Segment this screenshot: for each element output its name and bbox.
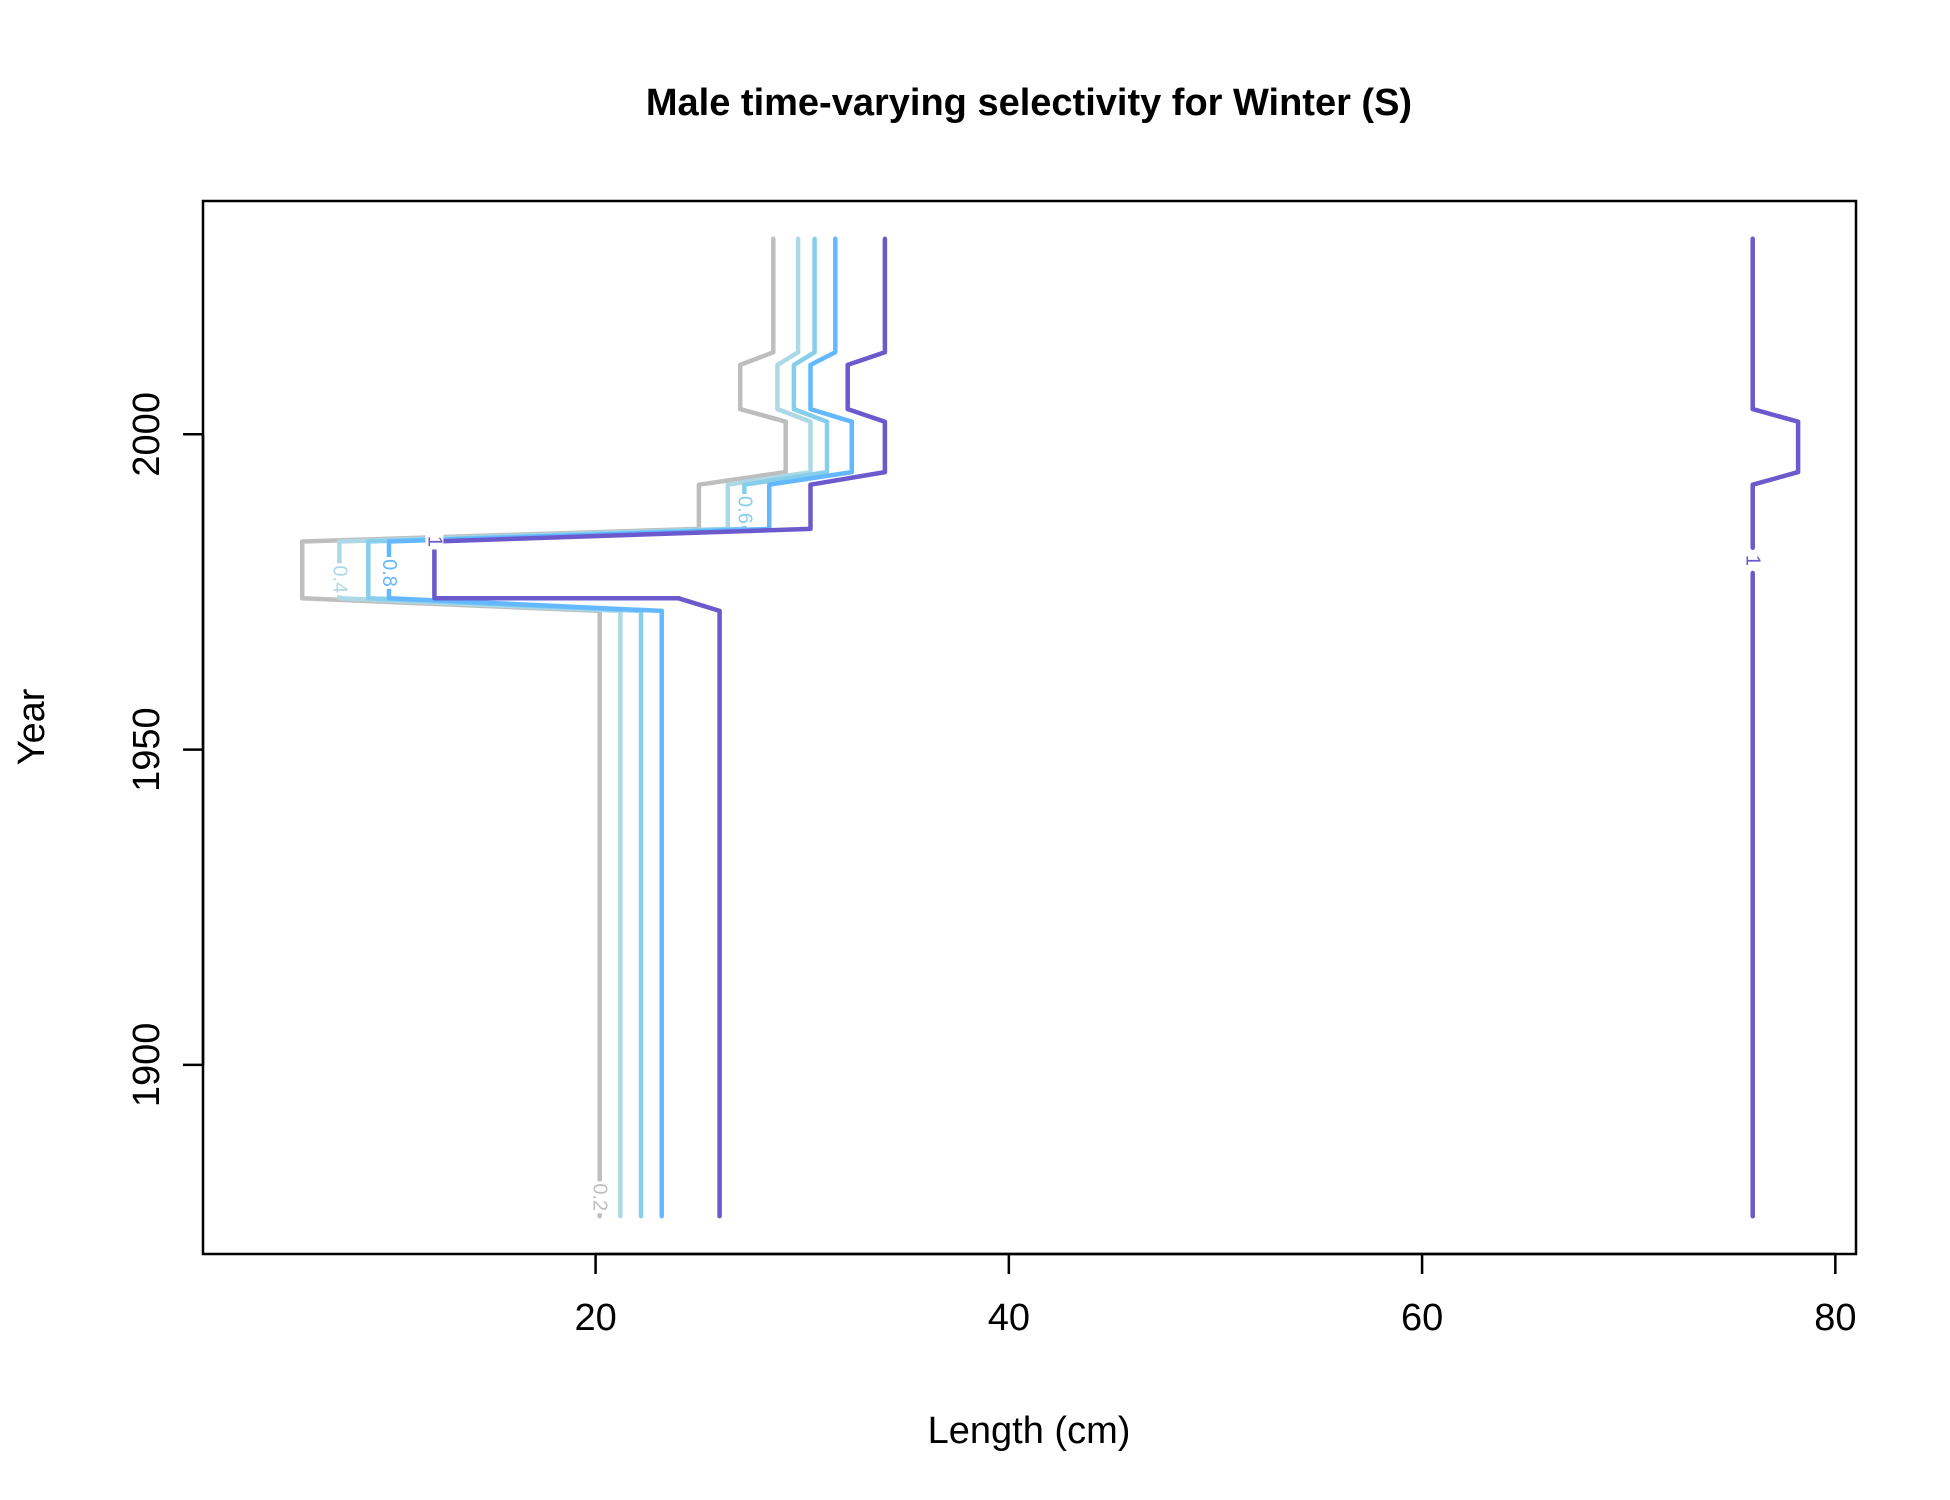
contour-label-0-6: 0.6 xyxy=(733,496,755,524)
contour-label-0-2: 0.2 xyxy=(589,1183,611,1211)
y-axis-label: Year xyxy=(11,688,53,765)
contour-labels: 0.2 0.4 0.6 0.8 1 1 xyxy=(328,493,1764,1214)
x-tick-label: 60 xyxy=(1401,1297,1443,1339)
chart-title: Male time-varying selectivity for Winter… xyxy=(646,82,1412,124)
y-tick-label: 2000 xyxy=(126,392,168,477)
x-tick-label: 80 xyxy=(1814,1297,1856,1339)
x-axis: 20 40 60 80 xyxy=(574,1252,1856,1339)
contour-line-1 xyxy=(1750,236,1801,551)
x-axis-label: Length (cm) xyxy=(928,1410,1131,1452)
contour-label-gap xyxy=(1743,552,1762,569)
contour-label-gap xyxy=(330,563,349,596)
y-axis: 1900 1950 2000 xyxy=(126,392,205,1108)
y-tick-label: 1950 xyxy=(126,707,168,792)
contour-line-0-2 xyxy=(299,236,788,1219)
contour-label-gap xyxy=(379,557,398,590)
contour-line-1 xyxy=(432,236,888,1219)
x-tick-label: 20 xyxy=(574,1297,616,1339)
contour-label-gap xyxy=(425,533,444,550)
contour-lines xyxy=(299,236,1801,1219)
contour-label-1: 1 xyxy=(1742,555,1764,566)
y-tick-label: 1900 xyxy=(126,1023,168,1108)
plot-frame xyxy=(201,199,1858,1256)
x-tick-label: 40 xyxy=(988,1297,1030,1339)
contour-label-1: 1 xyxy=(423,536,445,547)
contour-label-0-4: 0.4 xyxy=(328,565,350,593)
contour-label-gap xyxy=(735,493,754,526)
contour-label-gap xyxy=(590,1181,609,1214)
contour-label-0-8: 0.8 xyxy=(378,559,400,587)
